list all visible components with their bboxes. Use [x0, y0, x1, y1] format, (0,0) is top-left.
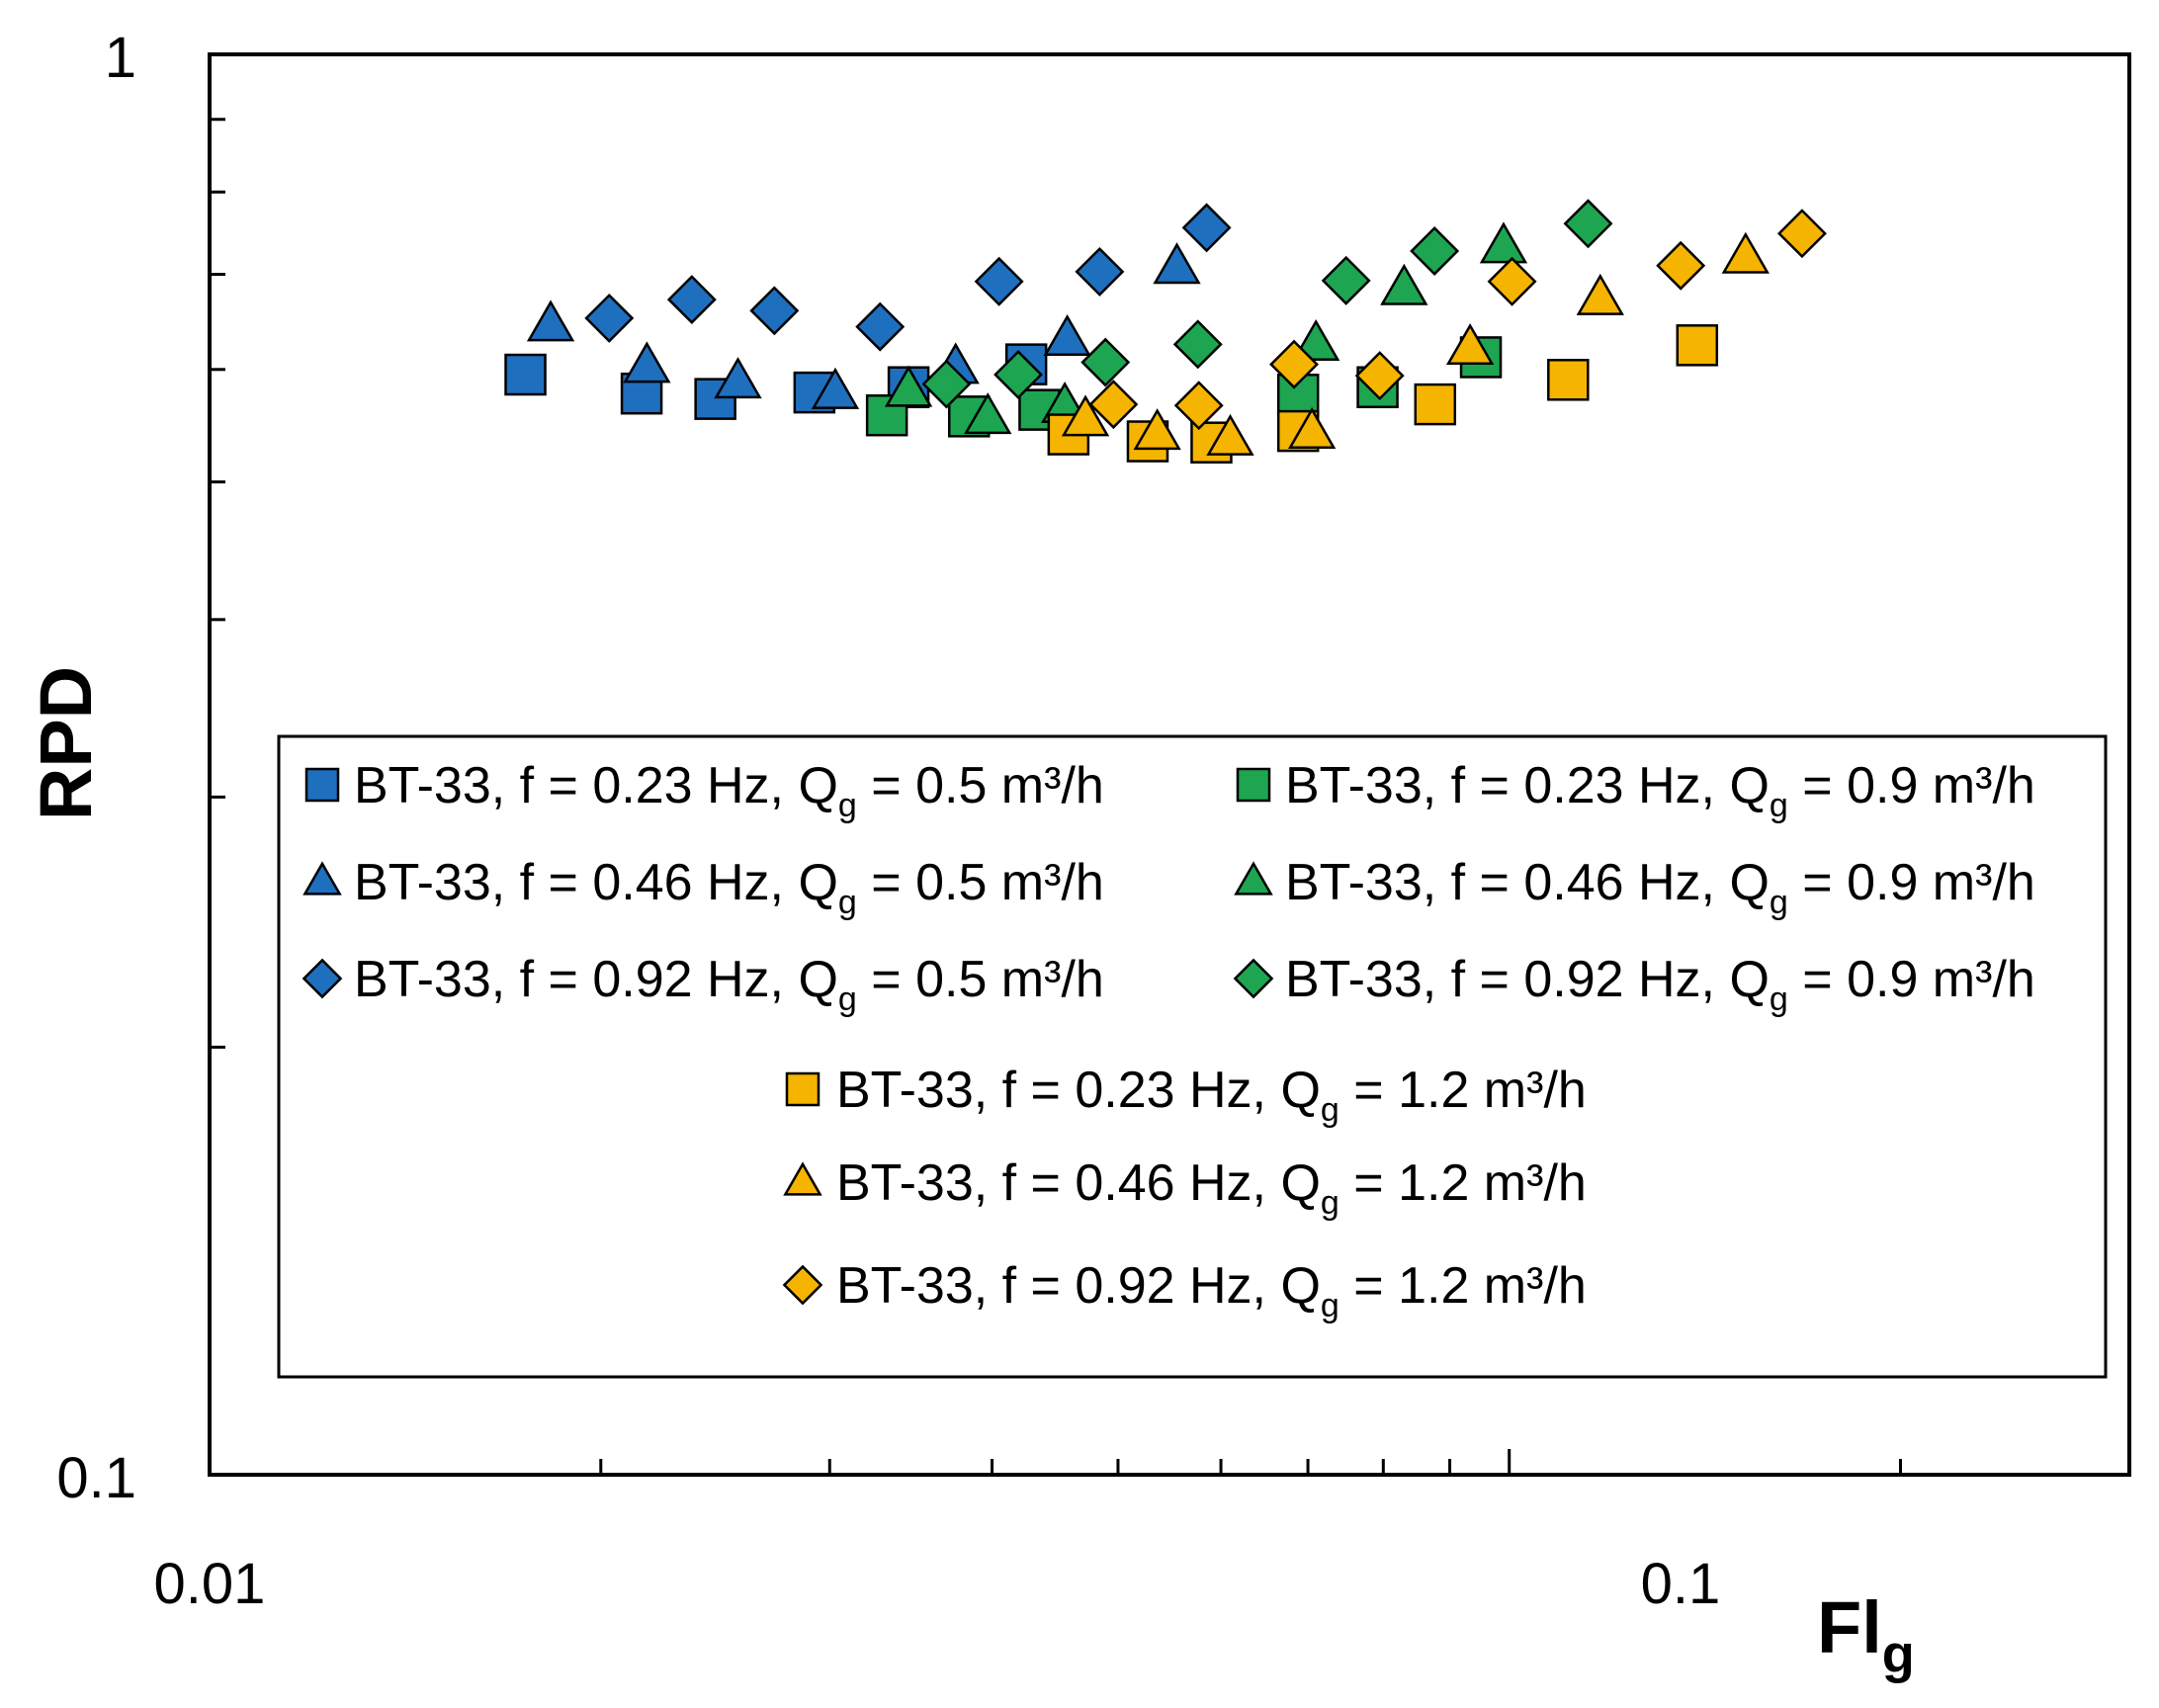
data-point-triangle: [1445, 323, 1495, 366]
series-2: [526, 242, 1201, 409]
data-point-triangle: [964, 392, 1012, 435]
data-point-diamond: [1075, 246, 1125, 297]
legend-marker-square: [785, 1071, 820, 1107]
data-point-diamond: [974, 256, 1024, 306]
legend-marker-triangle: [1234, 861, 1273, 896]
data-point-diamond: [1410, 226, 1460, 276]
data-point-triangle: [1061, 394, 1110, 437]
data-point-square: [1018, 388, 1061, 431]
legend-label: BT-33, f = 0.92 Hz, Qg = 0.5 m³/h: [354, 951, 1104, 1018]
legend-marker-square: [1236, 767, 1271, 803]
data-point-diamond: [1080, 337, 1131, 387]
legend-marker-triangle: [302, 861, 342, 896]
legend-entry: BT-33, f = 0.46 Hz, Qg = 0.5 m³/h: [302, 854, 1104, 921]
series-8: [1061, 231, 1770, 456]
series-9: [1088, 209, 1827, 431]
legend-box: [277, 734, 2108, 1379]
data-point-diamond: [749, 286, 800, 336]
data-point-square: [1414, 383, 1457, 426]
legend-marker-diamond: [302, 958, 343, 999]
data-point-diamond: [921, 359, 972, 409]
data-point-diamond: [1173, 381, 1224, 431]
series-6: [921, 199, 1613, 409]
x-axis-title-main: Fl: [1817, 1586, 1882, 1668]
x-axis-title: Flg: [1817, 1586, 1915, 1684]
legend-entry: BT-33, f = 0.92 Hz, Qg = 1.2 m³/h: [782, 1257, 1587, 1324]
legend-entry: BT-33, f = 0.92 Hz, Qg = 0.5 m³/h: [302, 951, 1104, 1018]
data-point-diamond: [993, 350, 1044, 399]
x-axis-title-sub: g: [1882, 1625, 1915, 1684]
y-axis-title: RPD: [25, 666, 107, 820]
data-point-triangle: [1292, 318, 1340, 362]
data-point-diamond: [1563, 199, 1613, 249]
data-point-triangle: [1380, 263, 1428, 305]
legend-marker-triangle: [783, 1161, 822, 1196]
data-points: [504, 199, 1827, 464]
data-point-diamond: [1269, 339, 1319, 389]
data-point-triangle: [1721, 231, 1770, 274]
data-point-square: [504, 353, 547, 396]
data-point-diamond: [1354, 351, 1405, 401]
series-3: [584, 203, 1232, 352]
data-point-diamond: [1172, 319, 1223, 370]
legend-marker-diamond: [782, 1264, 823, 1306]
legend-entry: BT-33, f = 0.46 Hz, Qg = 1.2 m³/h: [783, 1154, 1587, 1222]
data-point-diamond: [1181, 203, 1232, 253]
legend-label: BT-33, f = 0.92 Hz, Qg = 1.2 m³/h: [836, 1257, 1587, 1324]
data-point-triangle: [1153, 242, 1201, 285]
legend-label: BT-33, f = 0.23 Hz, Qg = 0.9 m³/h: [1285, 757, 2035, 824]
y-tick-label-bottom: 0.1: [56, 1446, 136, 1510]
legend-marker-diamond: [1233, 958, 1274, 999]
data-point-diamond: [1321, 255, 1371, 305]
data-point-diamond: [1776, 209, 1827, 259]
data-point-triangle: [1206, 413, 1254, 456]
legend-entry: BT-33, f = 0.23 Hz, Qg = 1.2 m³/h: [785, 1062, 1587, 1129]
y-tick-label-top: 1: [105, 26, 136, 90]
legend-entry: BT-33, f = 0.46 Hz, Qg = 0.9 m³/h: [1234, 854, 2035, 921]
data-point-triangle: [1576, 273, 1624, 315]
legend-label: BT-33, f = 0.46 Hz, Qg = 0.9 m³/h: [1285, 854, 2035, 921]
data-point-triangle: [1479, 221, 1528, 264]
data-point-triangle: [526, 299, 575, 342]
legend-marker-square: [304, 767, 340, 803]
x-tick-label-left: 0.01: [154, 1552, 266, 1616]
legend-label: BT-33, f = 0.23 Hz, Qg = 0.5 m³/h: [354, 757, 1104, 824]
data-point-square: [1676, 324, 1719, 367]
series-5: [884, 221, 1528, 435]
data-point-triangle: [1133, 408, 1181, 451]
data-point-triangle: [811, 367, 860, 409]
data-point-diamond: [1487, 256, 1537, 306]
data-point-diamond: [855, 301, 906, 352]
data-point-triangle: [623, 341, 671, 384]
data-point-diamond: [584, 293, 635, 343]
data-point-diamond: [666, 275, 717, 325]
data-point-triangle: [714, 357, 762, 399]
legend-entry: BT-33, f = 0.23 Hz, Qg = 0.9 m³/h: [1236, 757, 2035, 824]
data-point-square: [1547, 359, 1590, 401]
data-point-triangle: [884, 365, 933, 407]
data-point-diamond: [1088, 380, 1139, 430]
data-point-diamond: [1656, 240, 1706, 291]
axes: [208, 52, 2131, 1477]
plot-frame: [208, 52, 2131, 1477]
x-tick-label-right: 0.1: [1641, 1552, 1721, 1616]
legend-label: BT-33, f = 0.46 Hz, Qg = 1.2 m³/h: [836, 1154, 1587, 1222]
legend-label: BT-33, f = 0.92 Hz, Qg = 0.9 m³/h: [1285, 951, 2035, 1018]
legend-label: BT-33, f = 0.46 Hz, Qg = 0.5 m³/h: [354, 854, 1104, 921]
legend-label: BT-33, f = 0.23 Hz, Qg = 1.2 m³/h: [836, 1062, 1587, 1129]
data-point-triangle: [1043, 314, 1091, 357]
data-point-triangle: [1287, 406, 1337, 449]
legend: BT-33, f = 0.23 Hz, Qg = 0.5 m³/h BT-33, …: [277, 734, 2108, 1379]
legend-entry: BT-33, f = 0.23 Hz, Qg = 0.5 m³/h: [304, 757, 1104, 824]
legend-entry: BT-33, f = 0.92 Hz, Qg = 0.9 m³/h: [1233, 951, 2035, 1018]
